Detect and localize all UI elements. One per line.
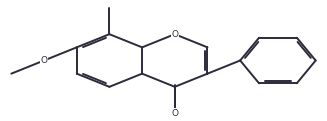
Text: O: O	[171, 109, 178, 118]
Text: O: O	[171, 30, 178, 39]
Text: O: O	[41, 56, 47, 65]
